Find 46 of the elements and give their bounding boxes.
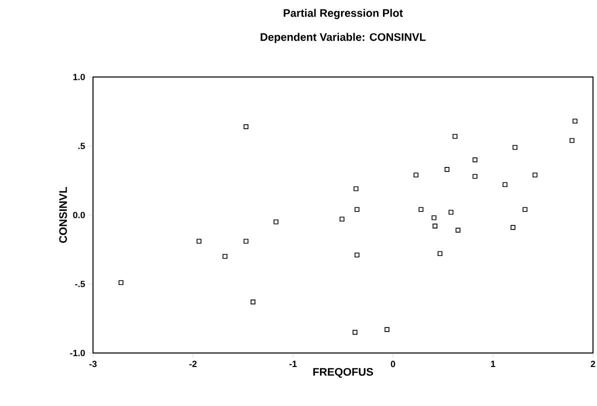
chart-title: Partial Regression Plot xyxy=(284,8,403,20)
point xyxy=(414,172,418,178)
point xyxy=(472,174,478,179)
point xyxy=(244,238,248,244)
x-tick-label: -2 xyxy=(189,360,197,368)
point xyxy=(456,228,460,233)
x-tick-label: -1 xyxy=(289,360,297,367)
y-tick-label: -.5 xyxy=(75,280,85,288)
point xyxy=(452,134,458,139)
point xyxy=(352,330,358,335)
point xyxy=(196,238,202,244)
point xyxy=(432,215,436,220)
point xyxy=(118,280,124,286)
point xyxy=(570,138,574,143)
point xyxy=(432,224,438,228)
y-axis-title: CONSINVL xyxy=(59,187,67,243)
y-tick-label: .5 xyxy=(78,142,85,150)
chart-subtitle: Dependent Variable: CONSINVL xyxy=(260,32,426,44)
point xyxy=(250,300,256,304)
x-tick-label: 0 xyxy=(390,360,396,368)
point xyxy=(244,124,248,130)
point xyxy=(522,207,528,212)
point xyxy=(274,220,278,224)
point xyxy=(340,216,344,222)
point xyxy=(354,186,358,192)
point xyxy=(354,252,360,258)
point xyxy=(384,327,390,332)
x-tick-label: 1 xyxy=(491,360,496,367)
point xyxy=(512,144,518,150)
y-tick-label: 1.0 xyxy=(73,74,85,80)
y-tick-label: 0.0 xyxy=(73,212,85,218)
x-tick-label: 2 xyxy=(590,360,596,368)
x-axis-title: FREQOFUS xyxy=(313,368,374,378)
point xyxy=(354,207,360,212)
point xyxy=(448,210,454,215)
point xyxy=(502,182,508,188)
point xyxy=(438,251,442,256)
point xyxy=(222,254,228,259)
point xyxy=(418,207,424,212)
point xyxy=(532,172,538,178)
x-tick-label: -3 xyxy=(89,360,97,368)
point xyxy=(444,167,450,172)
point xyxy=(510,225,516,230)
y-tick-label: -1.0 xyxy=(70,350,85,356)
point xyxy=(572,118,578,124)
point xyxy=(472,157,478,162)
